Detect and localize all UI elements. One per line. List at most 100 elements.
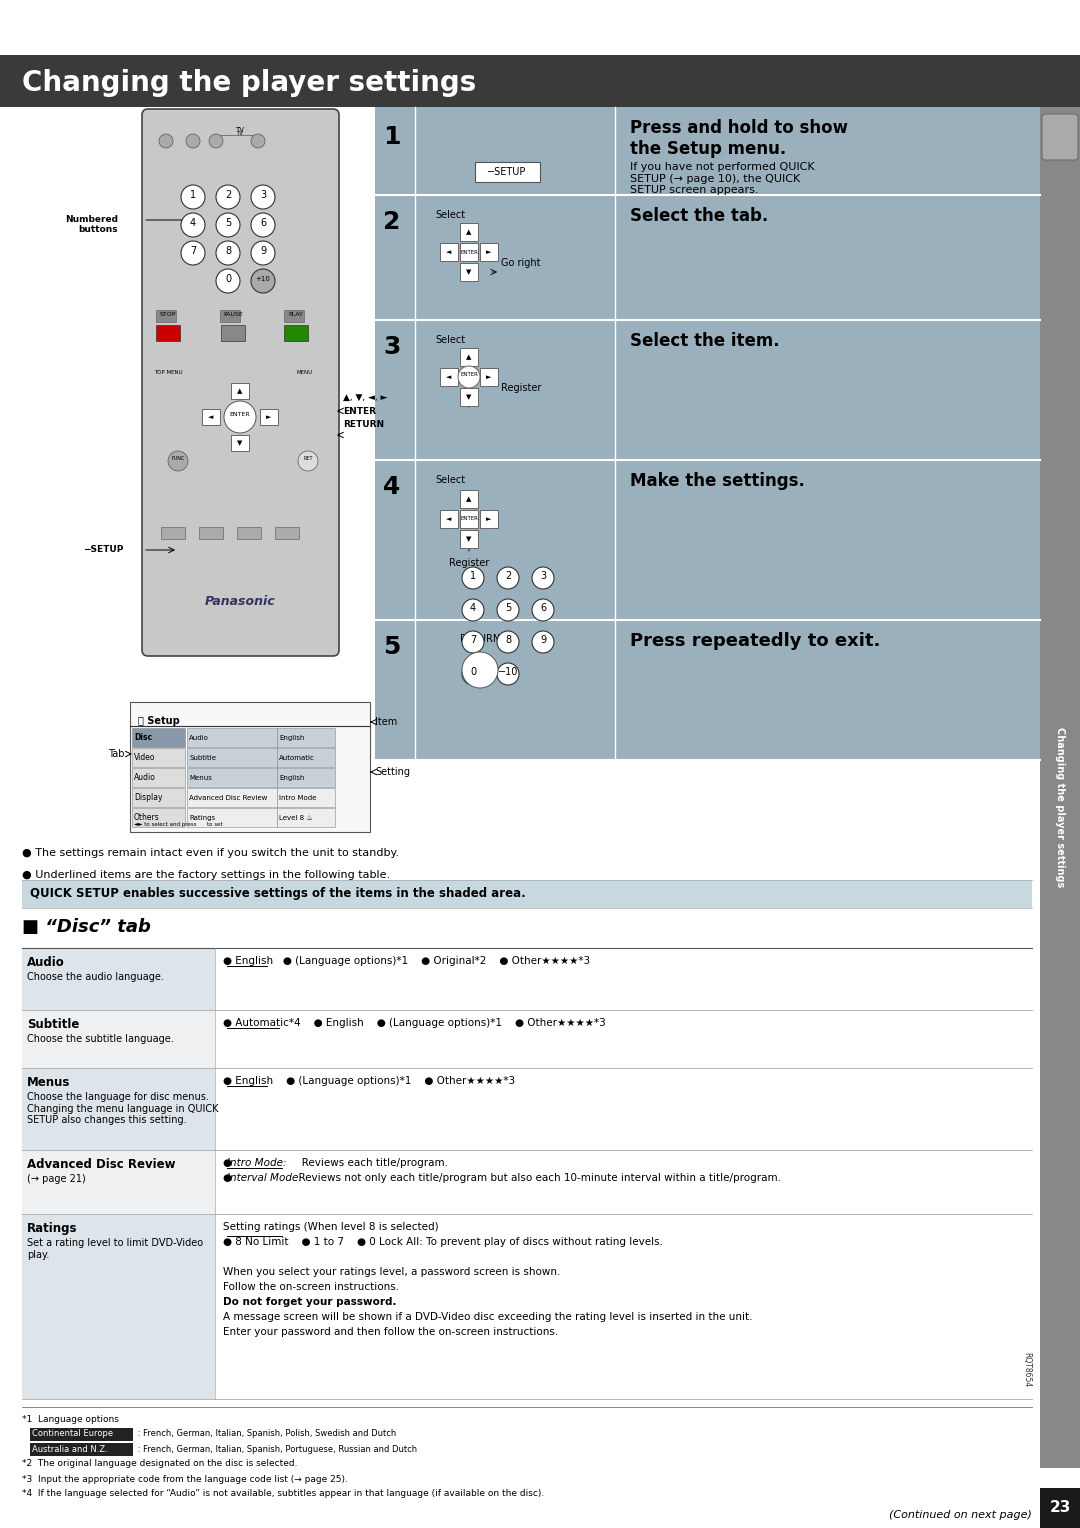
Text: ENTER: ENTER: [460, 516, 478, 521]
Circle shape: [251, 212, 275, 237]
Text: ● English    ● (Language options)*1    ● Other★★★★*3: ● English ● (Language options)*1 ● Other…: [222, 1076, 515, 1086]
Bar: [460, 510, 478, 529]
Text: (→ page 21): (→ page 21): [27, 1174, 85, 1184]
Text: RET: RET: [303, 457, 313, 461]
Text: 1: 1: [190, 189, 197, 200]
FancyBboxPatch shape: [141, 108, 339, 656]
Circle shape: [181, 241, 205, 264]
Bar: [480, 243, 498, 261]
Text: 0: 0: [470, 668, 476, 677]
Text: ●: ●: [222, 1174, 235, 1183]
Text: ● 8 No Limit    ● 1 to 7    ● 0 Lock All: To prevent play of discs without ratin: ● 8 No Limit ● 1 to 7 ● 0 Lock All: To p…: [222, 1238, 663, 1247]
Text: ▲: ▲: [467, 354, 472, 361]
Text: PAUSE: PAUSE: [224, 312, 243, 316]
Bar: [460, 388, 478, 406]
Text: −SETUP: −SETUP: [83, 545, 123, 555]
Bar: [187, 727, 276, 747]
Text: Intro Mode:: Intro Mode:: [227, 1158, 286, 1167]
Text: Ratings: Ratings: [27, 1222, 78, 1235]
Circle shape: [497, 663, 519, 685]
Text: Set a rating level to limit DVD-Video
play.: Set a rating level to limit DVD-Video pl…: [27, 1238, 203, 1259]
Bar: [221, 325, 245, 341]
Text: Press repeatedly to exit.: Press repeatedly to exit.: [630, 633, 880, 649]
Text: ▲: ▲: [238, 388, 243, 394]
Text: Ratings: Ratings: [189, 814, 215, 821]
Bar: [440, 510, 458, 529]
Text: Follow the on-screen instructions.: Follow the on-screen instructions.: [222, 1282, 400, 1293]
Text: A message screen will be shown if a DVD-Video disc exceeding the rating level is: A message screen will be shown if a DVD-…: [222, 1313, 753, 1322]
Circle shape: [181, 185, 205, 209]
Circle shape: [462, 652, 498, 688]
Circle shape: [216, 185, 240, 209]
Text: Changing the player settings: Changing the player settings: [22, 69, 476, 96]
Text: Panasonic: Panasonic: [205, 594, 275, 608]
Bar: [237, 527, 261, 539]
Circle shape: [497, 567, 519, 588]
Text: Select: Select: [435, 335, 465, 345]
Circle shape: [159, 134, 173, 148]
Bar: [156, 325, 180, 341]
Circle shape: [462, 631, 484, 652]
Text: Automatic: Automatic: [279, 755, 315, 761]
Text: 5: 5: [383, 636, 401, 659]
Circle shape: [210, 134, 222, 148]
Bar: [460, 530, 478, 549]
Text: 0: 0: [225, 274, 231, 284]
Text: Advanced Disc Review: Advanced Disc Review: [27, 1158, 175, 1170]
Text: *3  Input the appropriate code from the language code list (→ page 25).: *3 Input the appropriate code from the l…: [22, 1475, 348, 1484]
Text: Menus: Menus: [189, 775, 212, 781]
Text: Go right: Go right: [501, 258, 540, 267]
Bar: [275, 527, 299, 539]
Text: Select the item.: Select the item.: [630, 332, 780, 350]
Text: When you select your ratings level, a password screen is shown.: When you select your ratings level, a pa…: [222, 1267, 561, 1277]
Text: 5: 5: [225, 219, 231, 228]
Bar: [460, 243, 478, 261]
Text: MENU: MENU: [297, 370, 313, 374]
Text: QUICK SETUP enables successive settings of the items in the shaded area.: QUICK SETUP enables successive settings …: [30, 888, 526, 900]
Text: : French, German, Italian, Spanish, Polish, Swedish and Dutch: : French, German, Italian, Spanish, Poli…: [135, 1430, 396, 1438]
Bar: [22, 1215, 215, 1400]
Text: *2  The original language designated on the disc is selected.: *2 The original language designated on t…: [22, 1459, 297, 1468]
Text: 4: 4: [190, 219, 197, 228]
Circle shape: [216, 269, 240, 293]
Circle shape: [462, 663, 484, 685]
Bar: [475, 162, 540, 182]
Circle shape: [462, 567, 484, 588]
Text: 4: 4: [470, 604, 476, 613]
Text: 7: 7: [470, 636, 476, 645]
Text: Reviews each title/program.: Reviews each title/program.: [292, 1158, 448, 1167]
Text: 3: 3: [383, 335, 401, 359]
Text: ◄: ◄: [446, 249, 451, 255]
Text: Advanced Disc Review: Advanced Disc Review: [189, 795, 268, 801]
Circle shape: [462, 599, 484, 620]
Bar: [276, 788, 335, 807]
Text: Changing the player settings: Changing the player settings: [1055, 727, 1065, 888]
Text: 6: 6: [540, 604, 546, 613]
Bar: [199, 527, 222, 539]
Text: 9: 9: [260, 246, 266, 257]
Text: Register: Register: [449, 558, 489, 568]
Circle shape: [216, 241, 240, 264]
Text: RETURN: RETURN: [460, 634, 500, 643]
Bar: [187, 808, 276, 827]
Text: Choose the audio language.: Choose the audio language.: [27, 972, 164, 983]
Bar: [460, 348, 478, 367]
Text: ● English   ● (Language options)*1    ● Original*2    ● Other★★★★*3: ● English ● (Language options)*1 ● Origi…: [222, 957, 590, 966]
Text: 8: 8: [225, 246, 231, 257]
Text: FUNC: FUNC: [172, 457, 185, 461]
Circle shape: [168, 451, 188, 471]
Circle shape: [251, 269, 275, 293]
Text: ENTER: ENTER: [343, 406, 376, 416]
Bar: [440, 368, 458, 387]
Text: TV: TV: [237, 131, 243, 136]
Text: 1: 1: [470, 571, 476, 581]
Text: ■ “Disc” tab: ■ “Disc” tab: [22, 918, 151, 937]
Text: ►: ►: [486, 374, 491, 380]
Text: ● Automatic*4    ● English    ● (Language options)*1    ● Other★★★★*3: ● Automatic*4 ● English ● (Language opti…: [222, 1018, 606, 1028]
Circle shape: [298, 451, 318, 471]
Text: Enter your password and then follow the on-screen instructions.: Enter your password and then follow the …: [222, 1326, 558, 1337]
Bar: [284, 325, 308, 341]
Bar: [231, 435, 249, 451]
Circle shape: [181, 212, 205, 237]
Bar: [132, 727, 185, 747]
